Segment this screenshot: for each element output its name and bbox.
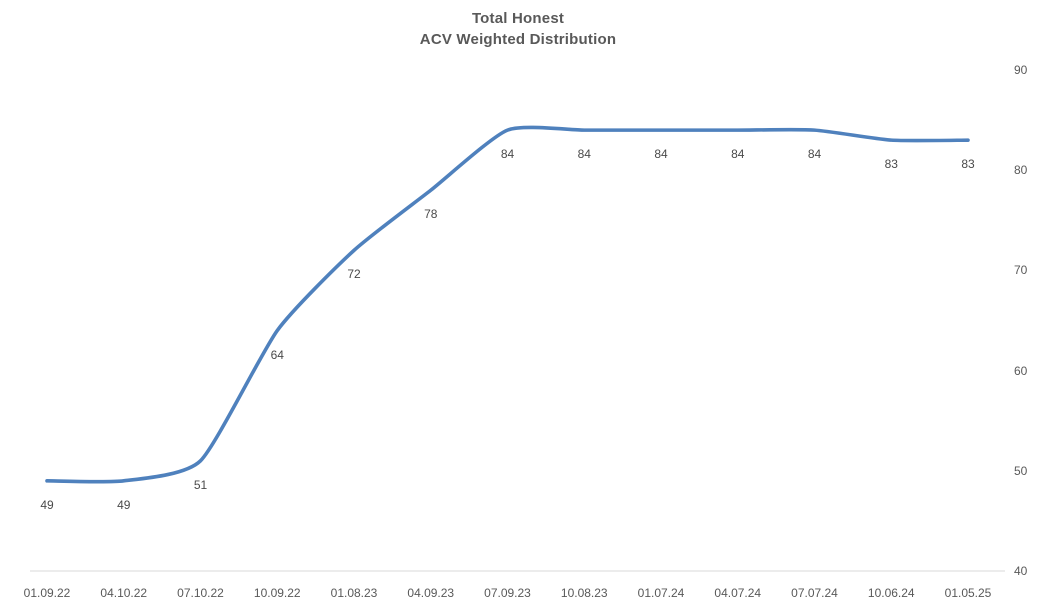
data-label: 51: [193, 477, 208, 492]
chart-title: Total Honest ACV Weighted Distribution: [0, 8, 1036, 50]
chart-title-line1: Total Honest: [471, 10, 565, 27]
data-label: 84: [654, 147, 668, 162]
x-axis-label: 10.06.24: [867, 586, 915, 600]
x-axis-label: 01.08.23: [330, 586, 378, 600]
x-axis-label: 01.09.22: [23, 586, 71, 600]
y-axis-label: 90: [1014, 63, 1028, 77]
data-label: 72: [347, 267, 361, 282]
x-axis-label: 07.07.24: [791, 586, 838, 600]
data-label: 64: [270, 347, 284, 362]
data-label: 84: [807, 147, 822, 162]
y-axis-label: 60: [1014, 363, 1028, 378]
y-axis-label: 40: [1014, 564, 1028, 578]
x-axis-label: 07.09.23: [484, 586, 531, 600]
data-label: 84: [577, 147, 591, 162]
data-label: 49: [117, 497, 131, 512]
data-label: 78: [424, 207, 438, 222]
x-axis-label: 07.10.22: [177, 586, 224, 600]
x-axis-label: 10.08.23: [560, 586, 608, 600]
data-label: 49: [40, 497, 54, 512]
y-axis-label: 80: [1014, 163, 1028, 178]
x-axis-label: 10.09.22: [253, 586, 301, 600]
data-label: 83: [961, 157, 975, 172]
data-label: 84: [731, 147, 745, 162]
chart-title-line2: ACV Weighted Distribution: [419, 31, 617, 48]
y-axis-label: 50: [1014, 463, 1028, 478]
data-label: 83: [884, 157, 898, 172]
x-axis-label: 04.09.23: [407, 586, 455, 600]
x-axis-label: 04.10.22: [100, 586, 148, 600]
x-axis-label: 01.07.24: [637, 586, 685, 600]
series-line: [45, 125, 970, 484]
x-axis-label: 01.05.25: [944, 586, 992, 600]
data-label: 84: [500, 147, 515, 162]
x-axis-label: 04.07.24: [714, 586, 762, 600]
y-axis-label: 70: [1014, 263, 1028, 278]
